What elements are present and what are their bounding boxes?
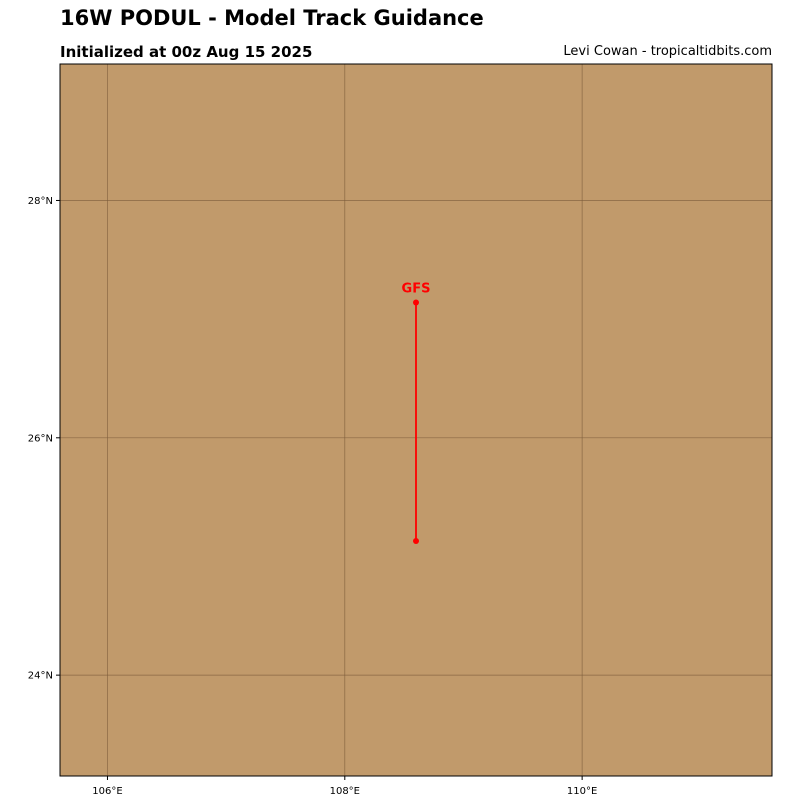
credit-text: Levi Cowan - tropicaltidbits.com xyxy=(563,44,772,59)
model-tracks: GFS xyxy=(402,282,431,545)
track-point xyxy=(413,299,419,306)
lat-tick-label: 26°N xyxy=(28,433,53,444)
lat-tick-label: 24°N xyxy=(28,671,53,682)
lon-tick-label: 110°E xyxy=(567,786,597,797)
chart-subtitle: Initialized at 00z Aug 15 2025 xyxy=(60,43,313,61)
lon-tick-label: 108°E xyxy=(330,786,360,797)
track-point xyxy=(413,538,419,545)
lat-tick-label: 28°N xyxy=(28,196,53,207)
chart-title: 16W PODUL - Model Track Guidance xyxy=(60,6,484,30)
axis-ticks: 106°E 108°E 110°E 24°N 26°N 28°N xyxy=(28,196,598,797)
lon-tick-label: 106°E xyxy=(92,786,122,797)
track-label: GFS xyxy=(402,282,431,297)
map-frame xyxy=(59,63,773,777)
